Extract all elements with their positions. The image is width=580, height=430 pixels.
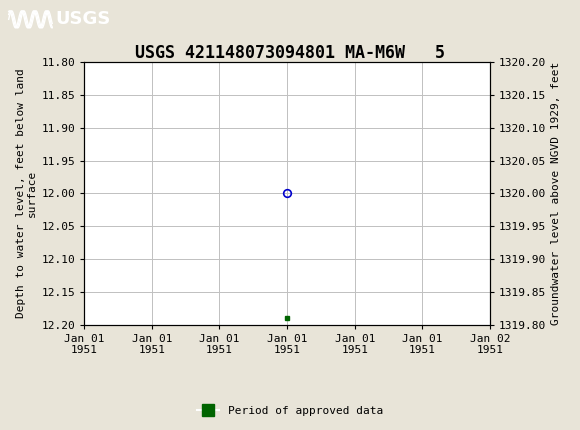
Text: USGS: USGS (55, 10, 110, 28)
Legend: Period of approved data: Period of approved data (193, 401, 387, 420)
Y-axis label: Depth to water level, feet below land
surface: Depth to water level, feet below land su… (16, 69, 37, 318)
Text: USGS 421148073094801 MA-M6W   5: USGS 421148073094801 MA-M6W 5 (135, 44, 445, 62)
Y-axis label: Groundwater level above NGVD 1929, feet: Groundwater level above NGVD 1929, feet (550, 62, 560, 325)
